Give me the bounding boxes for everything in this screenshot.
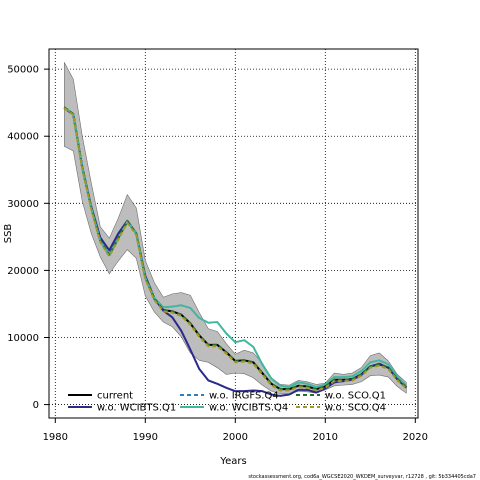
series-line-w-o-sco-q4 bbox=[63, 107, 407, 392]
plot-frame bbox=[48, 48, 419, 419]
legend-label-w-o-sco-q1: w.o. SCO.Q1 bbox=[325, 391, 386, 402]
legend-label-w-o-wcibts-q4: w.o. WCIBTS.Q4 bbox=[209, 403, 288, 414]
x-tick-label: 2020 bbox=[403, 432, 428, 443]
legend-label-w-o-wcibts-q1: w.o. WCIBTS.Q1 bbox=[97, 403, 176, 414]
y-tick-label: 10000 bbox=[7, 333, 39, 344]
series-lines bbox=[63, 106, 408, 397]
x-tick-label: 1980 bbox=[43, 432, 68, 443]
y-tick-label: 30000 bbox=[7, 199, 39, 210]
x-tick-label: 2010 bbox=[313, 432, 338, 443]
source-caption: stockassessment.org, cod6a_WGCSE2020_WKD… bbox=[248, 474, 476, 480]
y-tick-label: 20000 bbox=[7, 266, 39, 277]
x-axis-title: Years bbox=[219, 456, 246, 467]
y-axis-title: SSB bbox=[3, 224, 14, 244]
legend-label-w-o-irgfs-q4: w.o. IRGFS.Q4 bbox=[209, 391, 279, 402]
y-tick-label: 0 bbox=[33, 400, 39, 411]
y-tick-label: 40000 bbox=[7, 132, 39, 143]
series-line-w-o-wcibts-q1 bbox=[63, 107, 407, 397]
x-tick-label: 2000 bbox=[223, 432, 248, 443]
legend-label-w-o-sco-q4: w.o. SCO.Q4 bbox=[325, 403, 386, 414]
axes: 1980 1990 2000 2010 2020 0 10000 20000 30000 4000… bbox=[7, 65, 428, 443]
legend-label-current: current bbox=[97, 391, 133, 402]
x-tick-label: 1990 bbox=[133, 432, 158, 443]
y-tick-label: 50000 bbox=[7, 65, 39, 76]
